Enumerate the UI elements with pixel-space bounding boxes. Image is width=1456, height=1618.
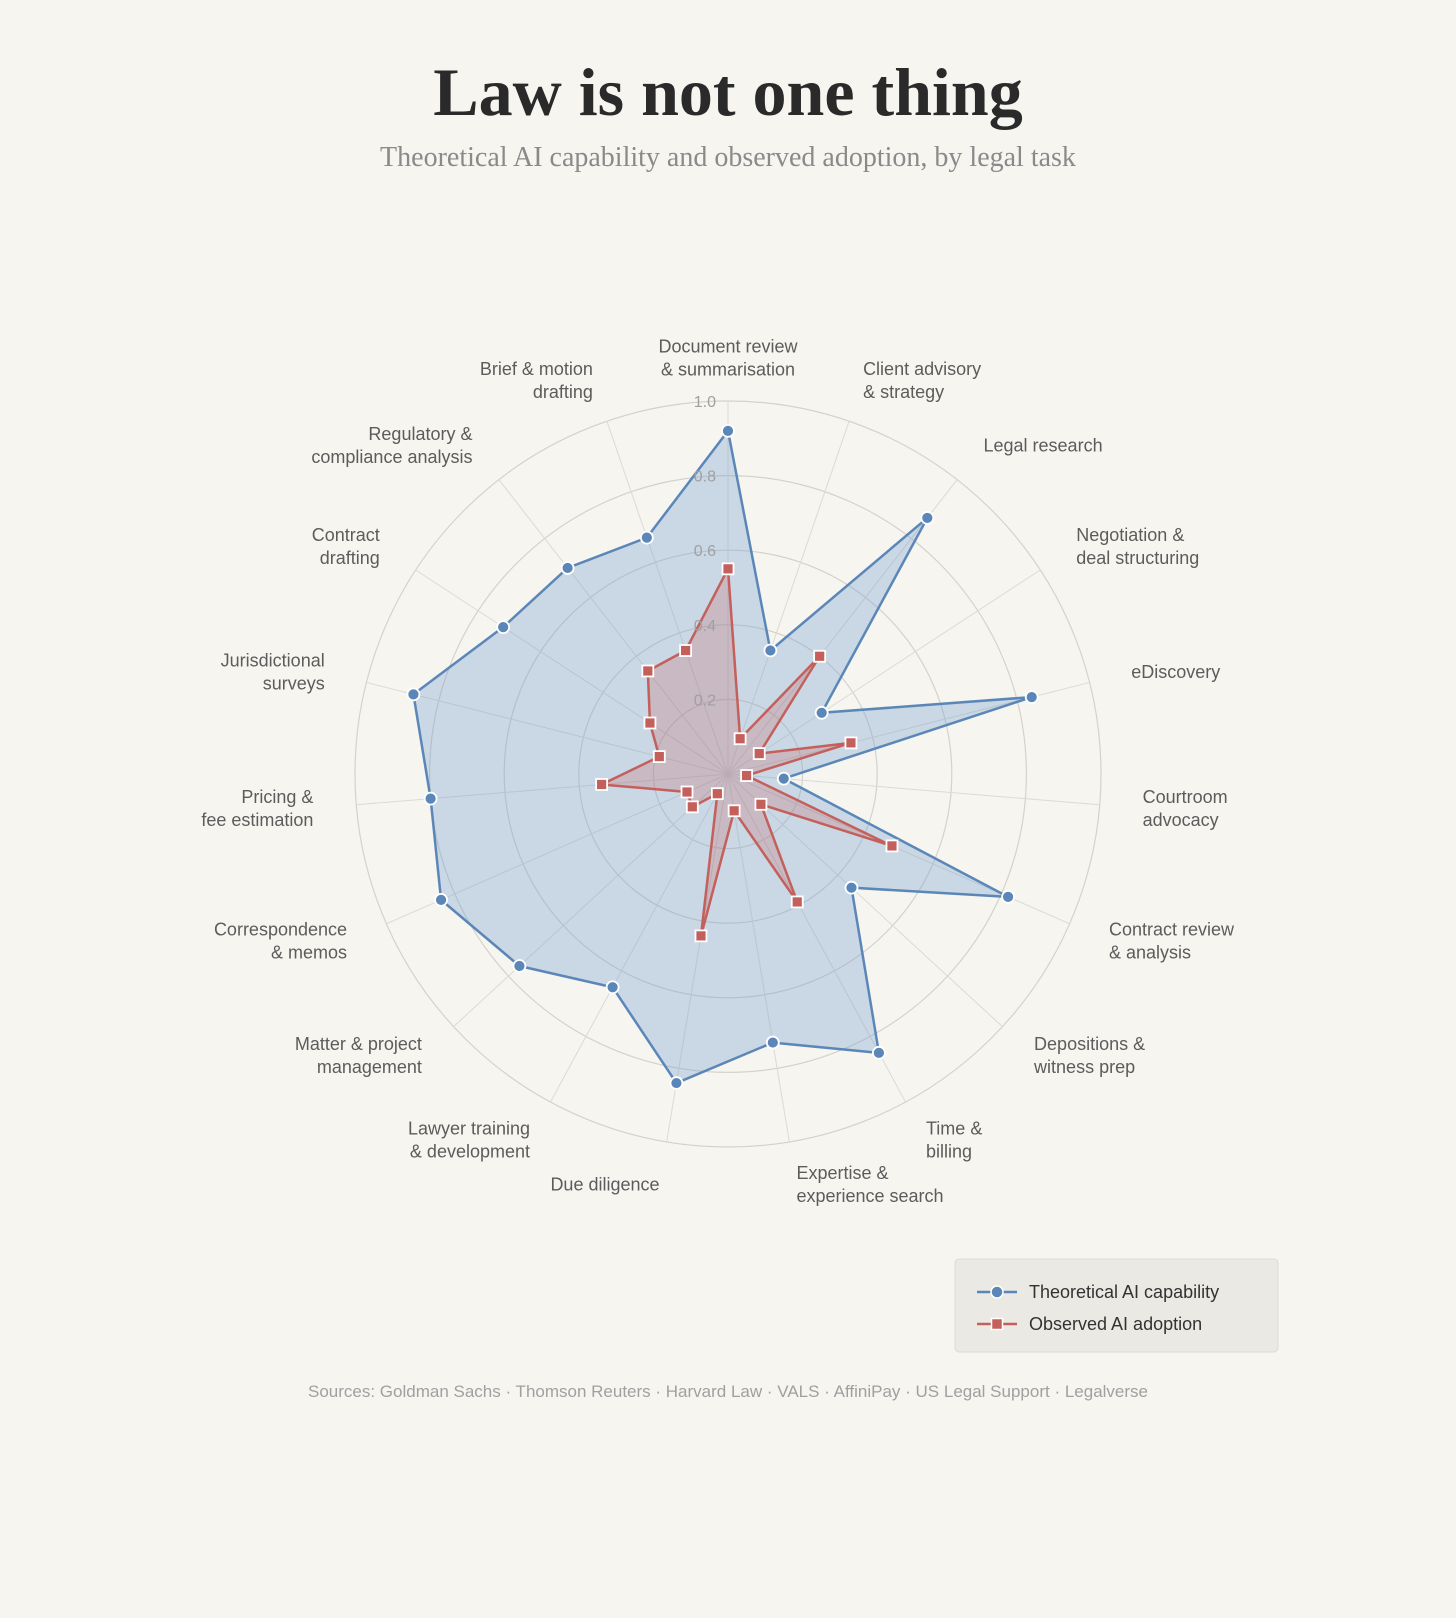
adoption-point — [754, 797, 768, 811]
capability-point — [605, 980, 620, 995]
adoption-point — [813, 649, 827, 663]
capability-point — [920, 511, 935, 525]
adoption-point — [595, 778, 609, 791]
adoption-point — [790, 895, 804, 909]
capability-point — [721, 423, 735, 438]
legend-label: Theoretical AI capability — [1029, 1282, 1219, 1302]
chart-subtitle: Theoretical AI capability and observed a… — [380, 142, 1076, 173]
adoption-point — [643, 716, 657, 730]
adoption-point — [680, 785, 694, 799]
legend-marker-circle — [990, 1285, 1004, 1299]
category-label: Correspondence & memos — [214, 920, 347, 963]
adoption-point — [752, 747, 766, 760]
chart-title: Law is not one thing — [433, 54, 1022, 130]
capability-point — [434, 892, 448, 907]
category-label: Brief & motion drafting — [480, 359, 593, 402]
legend-label: Observed AI adoption — [1029, 1314, 1202, 1334]
grid-spoke — [727, 773, 1003, 1027]
adoption-point — [727, 804, 741, 818]
series-area-capability — [412, 429, 1033, 1085]
capability-point — [814, 705, 829, 720]
capability-point — [496, 620, 511, 635]
adoption-point — [710, 787, 724, 801]
tick-label: 0.2 — [694, 692, 716, 709]
capability-point — [639, 530, 654, 545]
capability-point — [765, 1035, 780, 1050]
category-label: Due diligence — [550, 1174, 659, 1194]
capability-point — [512, 959, 527, 973]
grid-spoke — [453, 773, 729, 1027]
category-label: Negotiation & deal structuring — [1076, 525, 1199, 568]
tick-label: 1.0 — [694, 394, 716, 411]
legend-marker-square — [990, 1317, 1004, 1331]
tick-label: 0.8 — [694, 469, 716, 486]
grid-spoke — [356, 773, 729, 806]
grid-spoke — [498, 479, 729, 775]
grid-spoke — [727, 569, 1041, 775]
capability-point — [1001, 889, 1015, 904]
grid-spoke — [415, 569, 729, 775]
category-label: Regulatory & compliance analysis — [311, 424, 472, 467]
capability-point — [871, 1045, 886, 1060]
adoption-point — [844, 736, 858, 750]
capability-point — [406, 687, 421, 702]
capability-point — [1024, 690, 1039, 704]
capability-point — [669, 1076, 684, 1090]
category-label: Jurisdictional surveys — [221, 650, 325, 693]
tick-label: 0.6 — [694, 543, 716, 560]
sources-note: Sources: Goldman Sachs · Thomson Reuters… — [308, 1382, 1148, 1401]
adoption-point — [885, 839, 899, 853]
capability-point — [776, 771, 791, 786]
capability-point — [423, 791, 438, 806]
capability-point — [560, 561, 575, 575]
legend: Theoretical AI capability Observed AI ado… — [954, 1258, 1279, 1353]
grid-spoke — [550, 773, 729, 1103]
adoption-point — [694, 929, 708, 943]
adoption-point — [679, 644, 693, 657]
grid-spoke — [606, 421, 729, 775]
radial-tick-labels: 0.2 0.4 0.6 0.8 1.0 — [694, 394, 716, 709]
capability-point — [844, 880, 859, 895]
adoption-point — [641, 664, 655, 678]
adoption-point — [685, 800, 699, 814]
category-label: Expertise & experience search — [796, 1163, 943, 1206]
category-label: Legal research — [984, 436, 1103, 456]
category-label: Depositions & witness prep — [1033, 1034, 1145, 1077]
grid-spoke — [727, 479, 958, 775]
category-label: Contract drafting — [312, 525, 380, 568]
category-label: eDiscovery — [1131, 662, 1220, 682]
category-label: Contract review & analysis — [1109, 920, 1235, 963]
adoption-point — [721, 562, 735, 576]
capability-point — [763, 643, 778, 658]
grid-spoke — [366, 681, 729, 775]
category-label: Pricing & fee estimation — [201, 787, 313, 830]
radar-series — [406, 423, 1039, 1090]
category-label: Lawyer training & development — [408, 1118, 530, 1161]
category-label: Courtroom advocacy — [1143, 787, 1228, 830]
category-label: Client advisory & strategy — [863, 359, 981, 402]
adoption-point — [740, 769, 753, 782]
category-label: Matter & project management — [295, 1034, 422, 1077]
tick-label: 0.4 — [694, 618, 716, 635]
adoption-point — [652, 750, 666, 764]
adoption-point — [733, 732, 747, 746]
legend-box — [954, 1258, 1279, 1353]
grid-spoke — [727, 421, 850, 775]
grid-spoke — [727, 773, 790, 1142]
category-labels: Document review & summarisation Client adv… — [201, 337, 1235, 1206]
category-label: Time & billing — [926, 1118, 982, 1161]
category-label: Document review & summarisation — [658, 337, 798, 380]
